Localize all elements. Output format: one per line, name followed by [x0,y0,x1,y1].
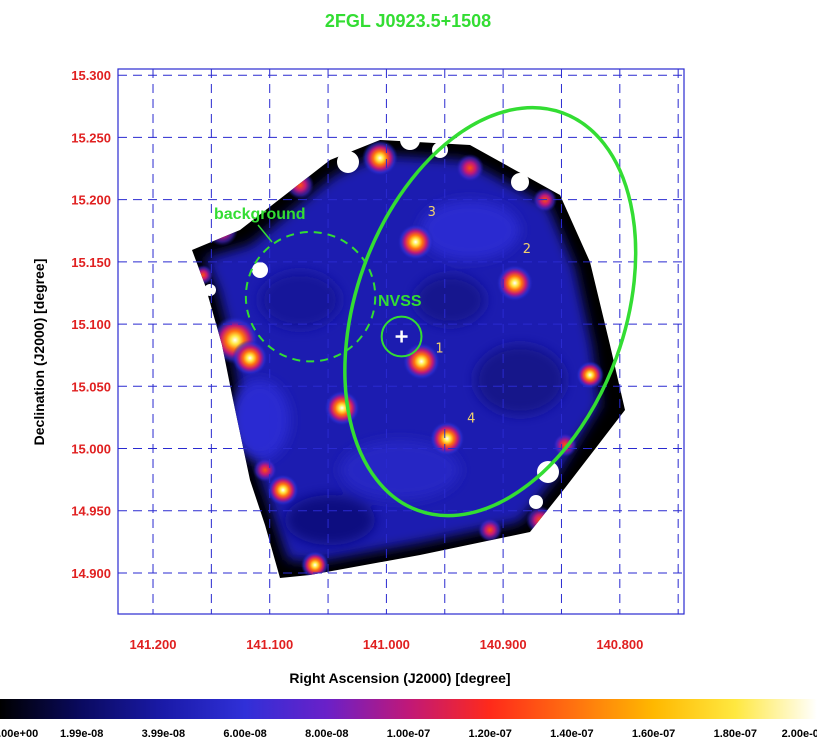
nvss-region [380,315,423,358]
y-tick-label: 15.250 [71,130,111,145]
diffuse-emission [205,155,600,562]
colorbar-tick-label: 1.60e-07 [632,728,675,740]
source-labels: 1 2 3 4 [428,205,531,427]
regions [244,105,638,518]
chart-title: 2FGL J0923.5+1508 [325,11,491,31]
intensity-map [193,140,604,578]
source-blob [429,420,465,457]
colorbar-tick-label: 8.00e-08 [305,728,348,740]
source-label-3: 3 [428,205,436,220]
colorbar-tick-label: 1.40e-07 [550,728,593,740]
background-region [244,231,377,363]
fermi-error-ellipse [343,105,638,518]
x-tick-label: 141.000 [363,637,410,652]
y-tick-label: 14.900 [71,566,111,581]
x-tick-label: 141.100 [246,637,293,652]
y-axis-title: Declination (J2000) [degree] [31,259,47,446]
source-label-2: 2 [523,242,531,257]
source-blob [397,223,434,261]
x-tick-label: 141.200 [130,637,177,652]
image-field [192,130,625,594]
coordinate-grid [118,69,684,614]
colorbar-tick-label: 1.00e-07 [387,728,430,740]
edge-holes [204,130,559,594]
source-label-1: 1 [435,341,443,356]
source-blobs [397,223,534,457]
colorbar-tick-label: 2.00e-07 [782,728,817,740]
y-tick-label: 15.050 [71,379,111,394]
colorbar-tick-label: 1.20e-07 [468,728,511,740]
source-label-4: 4 [467,412,475,427]
colorbar-tick-label: 1.80e-07 [714,728,757,740]
source-blob [496,264,534,302]
nvss-label: NVSS [378,293,422,310]
x-axis-title: Right Ascension (J2000) [degree] [289,670,510,686]
tick-labels: 141.200 141.100 141.000 140.900 140.800 15.30… [71,68,643,652]
y-tick-label: 15.000 [71,442,111,457]
y-tick-label: 15.100 [71,317,111,332]
source-blob [402,342,441,381]
colorbar-tick-label: 1.99e-08 [60,728,103,740]
x-tick-label: 140.800 [596,637,643,652]
colorbar [0,699,817,719]
y-tick-label: 15.300 [71,68,111,83]
y-tick-label: 14.950 [71,504,111,519]
plot-frame [117,68,685,615]
faint-structure [230,200,565,545]
colorbar-tick-label: 6.00e-08 [223,728,266,740]
colorbar-labels: 0.00e+00 1.99e-08 3.99e-08 6.00e-08 8.00e-08… [0,728,817,740]
y-tick-label: 15.150 [71,255,111,270]
background-pointer [257,224,273,243]
colorbar-tick-label: 3.99e-08 [142,728,185,740]
colorbar-tick-label: 0.00e+00 [0,728,38,740]
y-tick-label: 15.200 [71,193,111,208]
background-region-label: background [214,206,306,223]
x-tick-label: 140.900 [480,637,527,652]
